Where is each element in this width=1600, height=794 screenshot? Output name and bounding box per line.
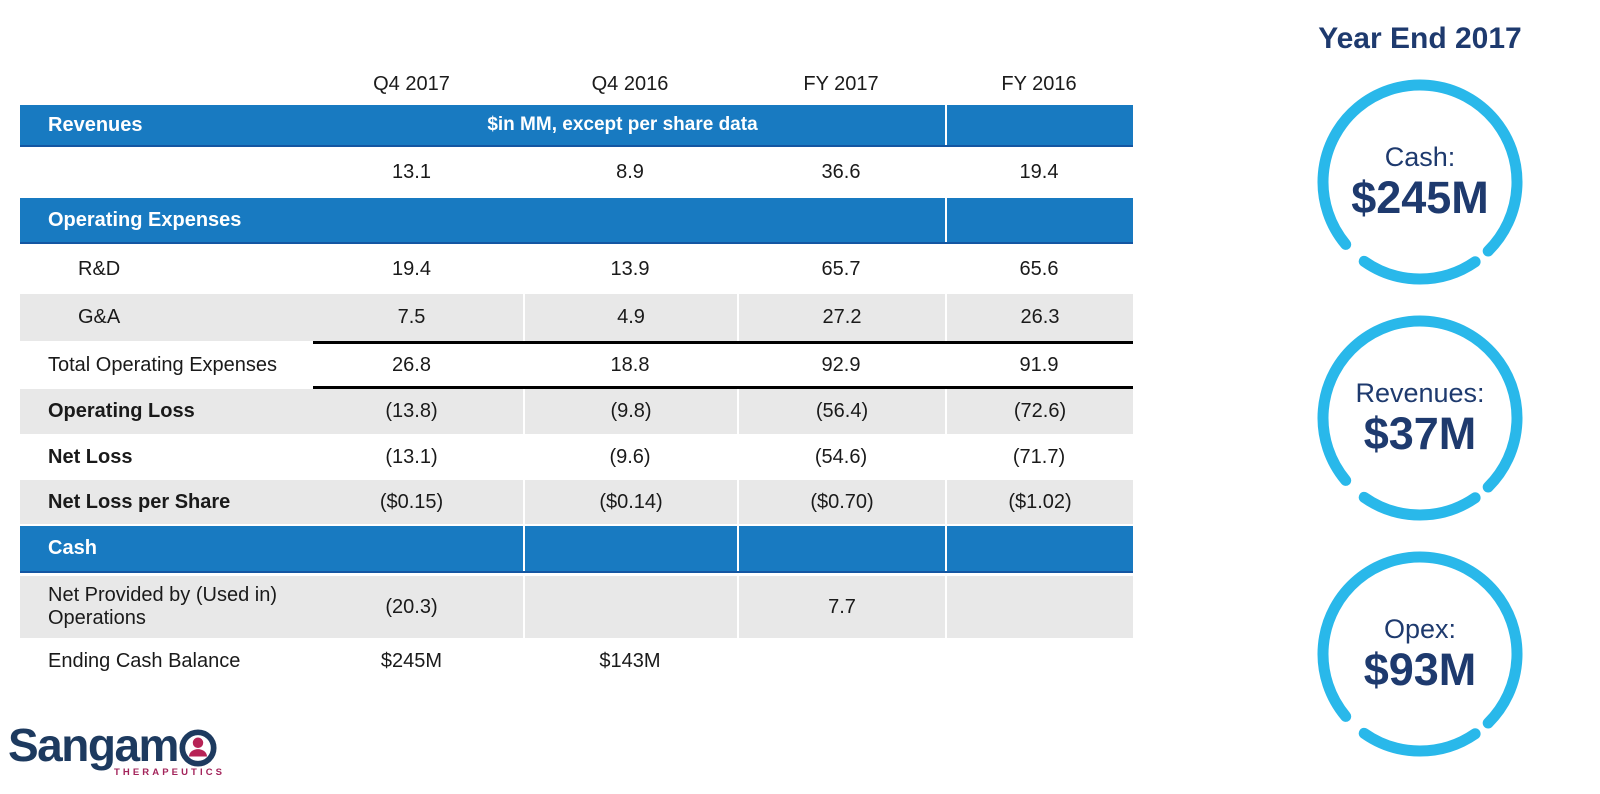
financial-table: Q4 2017 Q4 2016 FY 2017 FY 2016 Revenues… [20, 64, 1133, 684]
stat-label-opex: Opex: [1383, 614, 1457, 645]
ops-cash-fy-2016 [945, 576, 1133, 638]
sangamo-person-icon [179, 729, 217, 767]
ga-q4-2017: 7.5 [397, 306, 426, 328]
section-row-operating-expenses: Operating Expenses [20, 198, 1133, 244]
section-label-cash: Cash [48, 537, 97, 559]
stat-value-revenues: $37M [1363, 408, 1477, 460]
table-row-total-opex: Total Operating Expenses 26.8 18.8 92.9 … [20, 344, 1133, 386]
section-row-revenues: Revenues $in MM, except per share data [20, 105, 1133, 147]
total-opex-fy-2016: 91.9 [1019, 353, 1059, 376]
ga-fy-2017: 27.2 [737, 294, 945, 341]
revenues-q4-2016: 8.9 [616, 161, 644, 183]
revenues-fy-2017: 36.6 [821, 161, 861, 183]
table-row-rd: R&D 19.4 13.9 65.7 65.6 [20, 245, 1133, 294]
rd-fy-2017: 65.7 [821, 258, 861, 280]
opex-band-cell: Operating Expenses [20, 198, 945, 242]
ring-icon [1317, 79, 1523, 285]
stat-circle-opex: Opex: $93M [1310, 544, 1530, 764]
table-row-revenues-values: 13.1 8.9 36.6 19.4 [20, 148, 1133, 197]
table-row-ga: G&A 7.5 4.9 27.2 26.3 [20, 294, 1133, 341]
revenues-band-empty-cell [945, 105, 1133, 145]
section-row-cash: Cash [20, 526, 1133, 573]
ending-cash-q4-2017: $245M [380, 649, 443, 672]
revenues-q4-2017: 13.1 [392, 161, 431, 183]
revenues-fy-2016: 19.4 [1019, 161, 1059, 183]
table-row-operating-loss: Operating Loss (13.8) (9.8) (56.4) (72.6… [20, 389, 1133, 434]
sangamo-logo: Sangam THERAPEUTICS [8, 722, 225, 778]
operating-loss-fy-2017: (56.4) [737, 389, 945, 434]
column-header-q4-2017: Q4 2017 [373, 72, 450, 95]
total-rule-top [20, 341, 1133, 344]
operating-loss-q4-2017: (13.8) [385, 400, 438, 422]
operating-loss-fy-2016: (72.6) [945, 389, 1133, 434]
rd-q4-2017: 19.4 [392, 258, 431, 280]
table-header-row: Q4 2017 Q4 2016 FY 2017 FY 2016 [20, 64, 1133, 104]
row-label-ga: G&A [78, 306, 121, 328]
ring-icon [1317, 551, 1523, 757]
year-end-summary-panel: Year End 2017 Cash: $245M Revenues: $37M [1300, 22, 1540, 780]
total-rule-bottom [20, 386, 1133, 389]
ending-cash-fy-2016 [945, 638, 1133, 684]
total-opex-q4-2016: 18.8 [610, 353, 650, 376]
ga-fy-2016: 26.3 [945, 294, 1133, 341]
ops-cash-q4-2017: (20.3) [385, 595, 438, 618]
total-opex-fy-2017: 92.9 [821, 353, 861, 376]
ga-q4-2016: 4.9 [523, 294, 737, 341]
stat-label-revenues: Revenues: [1355, 378, 1485, 409]
header-empty-cell [20, 64, 300, 104]
rd-q4-2016: 13.9 [610, 258, 650, 280]
table-row-net-loss: Net Loss (13.1) (9.6) (54.6) (71.7) [20, 434, 1133, 480]
ops-cash-fy-2017: 7.7 [737, 576, 945, 638]
nlps-fy-2016: ($1.02) [945, 480, 1133, 524]
nlps-fy-2017: ($0.70) [737, 480, 945, 524]
column-header-fy-2017: FY 2017 [803, 72, 879, 95]
table-row-net-loss-per-share: Net Loss per Share ($0.15) ($0.14) ($0.7… [20, 480, 1133, 524]
row-label-operating-loss: Operating Loss [48, 400, 195, 422]
section-label-operating-expenses: Operating Expenses [48, 208, 242, 231]
stat-circle-revenues: Revenues: $37M [1310, 308, 1530, 528]
net-loss-fy-2016: (71.7) [1012, 445, 1066, 468]
operating-loss-q4-2016: (9.8) [523, 389, 737, 434]
column-header-q4-2016: Q4 2016 [591, 72, 669, 95]
logo-subtitle: THERAPEUTICS [114, 767, 226, 778]
ending-cash-fy-2017 [737, 638, 945, 684]
revenues-band-cell: Revenues $in MM, except per share data [20, 105, 945, 145]
ops-cash-q4-2016 [523, 576, 737, 638]
column-header-fy-2016: FY 2016 [1001, 72, 1077, 95]
opex-band-empty-cell [945, 198, 1133, 242]
stat-value-opex: $93M [1363, 644, 1477, 696]
row-label-net-loss-per-share: Net Loss per Share [48, 490, 231, 513]
row-label-rd: R&D [78, 258, 121, 280]
panel-title: Year End 2017 [1318, 22, 1522, 55]
logo-wordmark: Sangam [8, 719, 179, 771]
rd-fy-2016: 65.6 [1019, 258, 1059, 280]
row-label-operations-cash-flow: Net Provided by (Used in) Operations [48, 584, 277, 629]
stat-label-cash: Cash: [1384, 142, 1456, 173]
section-label-revenues: Revenues [48, 113, 143, 136]
ending-cash-q4-2016: $143M [599, 649, 661, 672]
row-label-net-loss: Net Loss [48, 445, 133, 468]
net-loss-q4-2017: (13.1) [385, 445, 438, 468]
net-loss-q4-2016: (9.6) [609, 445, 651, 468]
cash-band-cell: Cash [20, 526, 523, 571]
units-note: $in MM, except per share data [487, 114, 758, 135]
table-row-ending-cash-balance: Ending Cash Balance $245M $143M [20, 638, 1133, 684]
net-loss-fy-2017: (54.6) [814, 445, 868, 468]
stat-circle-cash: Cash: $245M [1310, 72, 1530, 292]
row-label-ending-cash-balance: Ending Cash Balance [48, 649, 241, 672]
stat-value-cash: $245M [1351, 172, 1489, 224]
total-opex-q4-2017: 26.8 [392, 353, 431, 376]
table-row-operations-cash-flow: Net Provided by (Used in) Operations (20… [20, 576, 1133, 638]
row-label-total-opex: Total Operating Expenses [48, 353, 278, 376]
ring-icon [1317, 315, 1523, 521]
nlps-q4-2016: ($0.14) [523, 480, 737, 524]
nlps-q4-2017: ($0.15) [379, 490, 444, 513]
